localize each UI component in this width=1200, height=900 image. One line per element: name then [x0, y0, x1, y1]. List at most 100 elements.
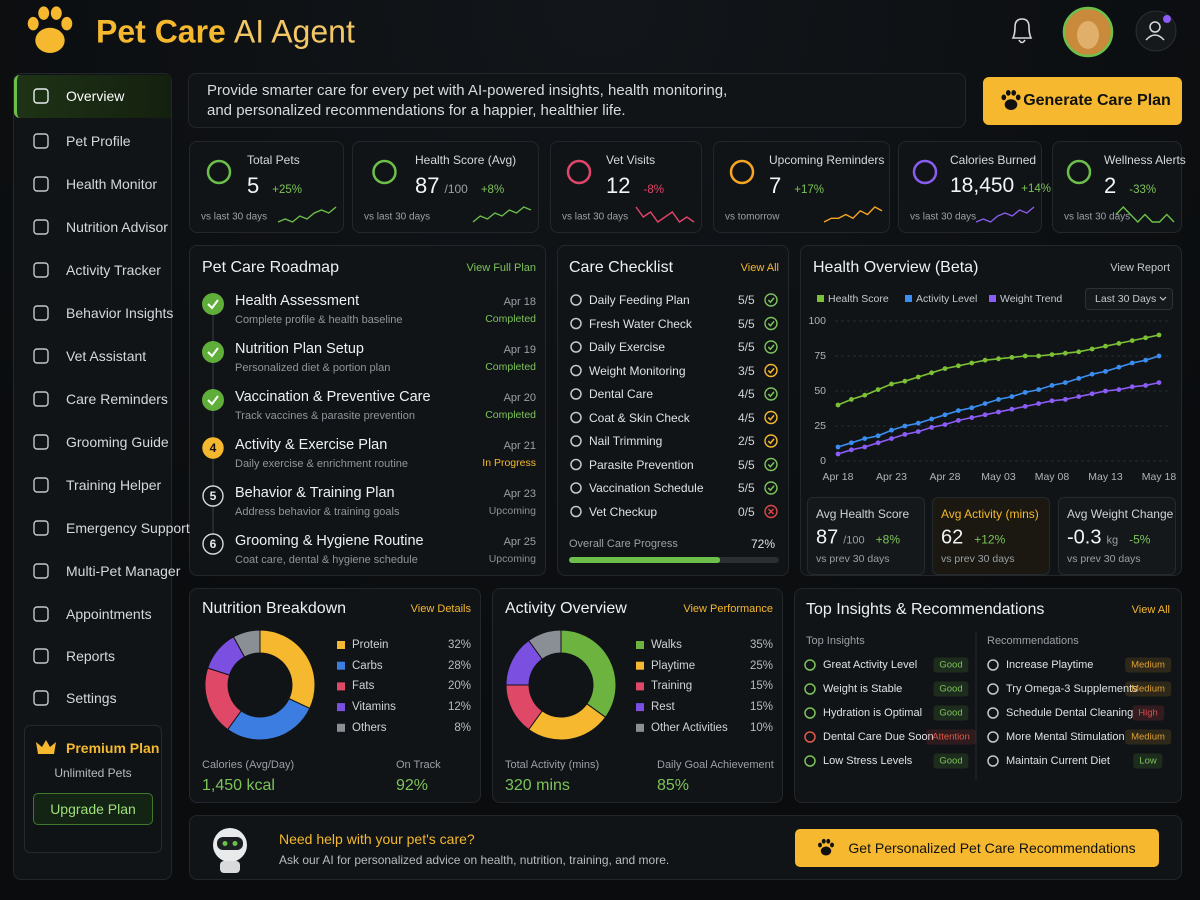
checklist-count: 2/5 — [738, 434, 755, 448]
insight-item: Schedule Dental Cleaning — [1006, 707, 1134, 719]
panel-link[interactable]: View Performance — [683, 603, 773, 615]
legend-label: Vitamins — [352, 701, 396, 714]
point — [1103, 343, 1108, 349]
point — [1022, 404, 1028, 409]
range-label[interactable]: Last 30 Days — [1095, 293, 1157, 305]
step-number: 5 — [209, 489, 217, 503]
paw-icon — [1005, 90, 1011, 96]
nav-item[interactable]: Reports — [66, 648, 116, 664]
x-tick-label: May 08 — [1034, 471, 1070, 483]
legend-swatch — [636, 641, 644, 649]
upgrade-button-label[interactable]: Upgrade Plan — [50, 801, 136, 817]
recommendations-button[interactable] — [795, 829, 1159, 867]
footer-value: 85% — [657, 777, 690, 794]
nav-item[interactable]: Emergency Support — [66, 520, 190, 536]
legend-label: Playtime — [651, 659, 696, 672]
nav-icon — [33, 219, 49, 235]
icon — [987, 755, 999, 767]
icon — [570, 294, 582, 306]
legend-swatch — [337, 661, 345, 670]
metric-label: Avg Activity (mins) — [941, 507, 1039, 521]
nav-item[interactable]: Multi-Pet Manager — [66, 563, 181, 579]
status-icon — [764, 481, 778, 495]
nav-item[interactable]: Training Helper — [66, 477, 162, 493]
nav-item[interactable]: Pet Profile — [66, 133, 131, 149]
stat-note: vs last 30 days — [562, 211, 629, 223]
nav-icon — [33, 477, 49, 493]
check-mark — [207, 299, 219, 310]
panel-link[interactable]: View All — [740, 262, 779, 274]
panel-link[interactable]: View Report — [1110, 262, 1170, 274]
legend-label: Others — [352, 721, 387, 734]
nav-icon — [33, 520, 49, 536]
icon — [570, 458, 582, 471]
point — [1049, 383, 1055, 388]
panel-link[interactable]: View All — [1131, 604, 1170, 616]
check-mark — [767, 438, 775, 445]
checklist-count: 5/5 — [738, 316, 755, 331]
help-title: Need help with your pet's care? — [279, 831, 475, 847]
recommendations-button-label[interactable]: Get Personalized Pet Care Recommendation… — [848, 840, 1136, 856]
point — [1089, 371, 1095, 377]
nav-item[interactable]: Care Reminders — [66, 391, 168, 407]
point — [1156, 332, 1162, 338]
paw-icon — [50, 6, 62, 20]
metric-change: +8% — [875, 532, 901, 547]
stat-value-row: 18,450 +14% — [950, 174, 1051, 198]
icon — [804, 707, 816, 719]
stat-value: 12 — [606, 173, 631, 198]
point — [1036, 353, 1042, 359]
panel-link[interactable]: View Full Plan — [466, 262, 537, 274]
upgrade-button[interactable] — [33, 793, 153, 825]
nav-item[interactable]: Vet Assistant — [66, 348, 147, 364]
nav-item[interactable]: Activity Tracker — [66, 262, 161, 278]
point — [1129, 338, 1135, 343]
point — [902, 432, 908, 437]
generate-plan-button[interactable] — [983, 77, 1182, 125]
point — [982, 412, 988, 418]
legend-swatch — [636, 723, 644, 732]
nav-item[interactable]: Grooming Guide — [66, 434, 169, 450]
checklist-count: 0/5 — [738, 504, 755, 519]
nav-item[interactable]: Settings — [66, 690, 117, 706]
checklist-item: Daily Exercise — [589, 340, 666, 354]
x-tick-label: May 13 — [1088, 471, 1123, 483]
metric-change: +12% — [974, 532, 1006, 547]
donut-slice — [560, 629, 617, 719]
range-dropdown[interactable] — [1085, 288, 1173, 310]
donut-slice — [232, 629, 261, 658]
metric-change: -5% — [1129, 532, 1151, 547]
nav-item[interactable]: Health Monitor — [66, 176, 158, 192]
point — [1116, 341, 1122, 346]
nav-icon — [33, 262, 49, 278]
metric-note: vs prev 30 days — [816, 553, 890, 565]
progress-value: 72% — [750, 537, 775, 551]
roadmap-item-date: Apr 23 — [503, 488, 536, 500]
paw-icon — [27, 16, 39, 31]
paw-icon — [1015, 94, 1021, 101]
robot-body — [220, 861, 240, 873]
status-icon — [764, 387, 778, 401]
active-item-bg — [14, 75, 171, 118]
nav-item[interactable]: Nutrition Advisor — [66, 219, 168, 235]
checklist-count: 5/5 — [738, 481, 755, 495]
legend-value: 12% — [447, 701, 471, 714]
nav-icon — [33, 305, 49, 321]
dropdown-caret — [1159, 296, 1167, 301]
stat-value-row: 2 -33% — [1104, 173, 1156, 199]
legend-swatch — [817, 295, 824, 302]
nav-item[interactable]: Overview — [66, 88, 125, 104]
generate-plan-label[interactable]: Generate Care Plan — [1023, 92, 1171, 109]
nav-item[interactable]: Appointments — [66, 606, 152, 622]
metric-unit: kg — [1106, 534, 1119, 547]
nav-item[interactable]: Behavior Insights — [66, 305, 174, 321]
premium-title: Premium Plan — [66, 740, 160, 756]
panel-link[interactable]: View Details — [410, 603, 471, 615]
legend-swatch — [337, 641, 345, 649]
check-mark — [767, 414, 775, 421]
nav-icon — [33, 133, 49, 149]
